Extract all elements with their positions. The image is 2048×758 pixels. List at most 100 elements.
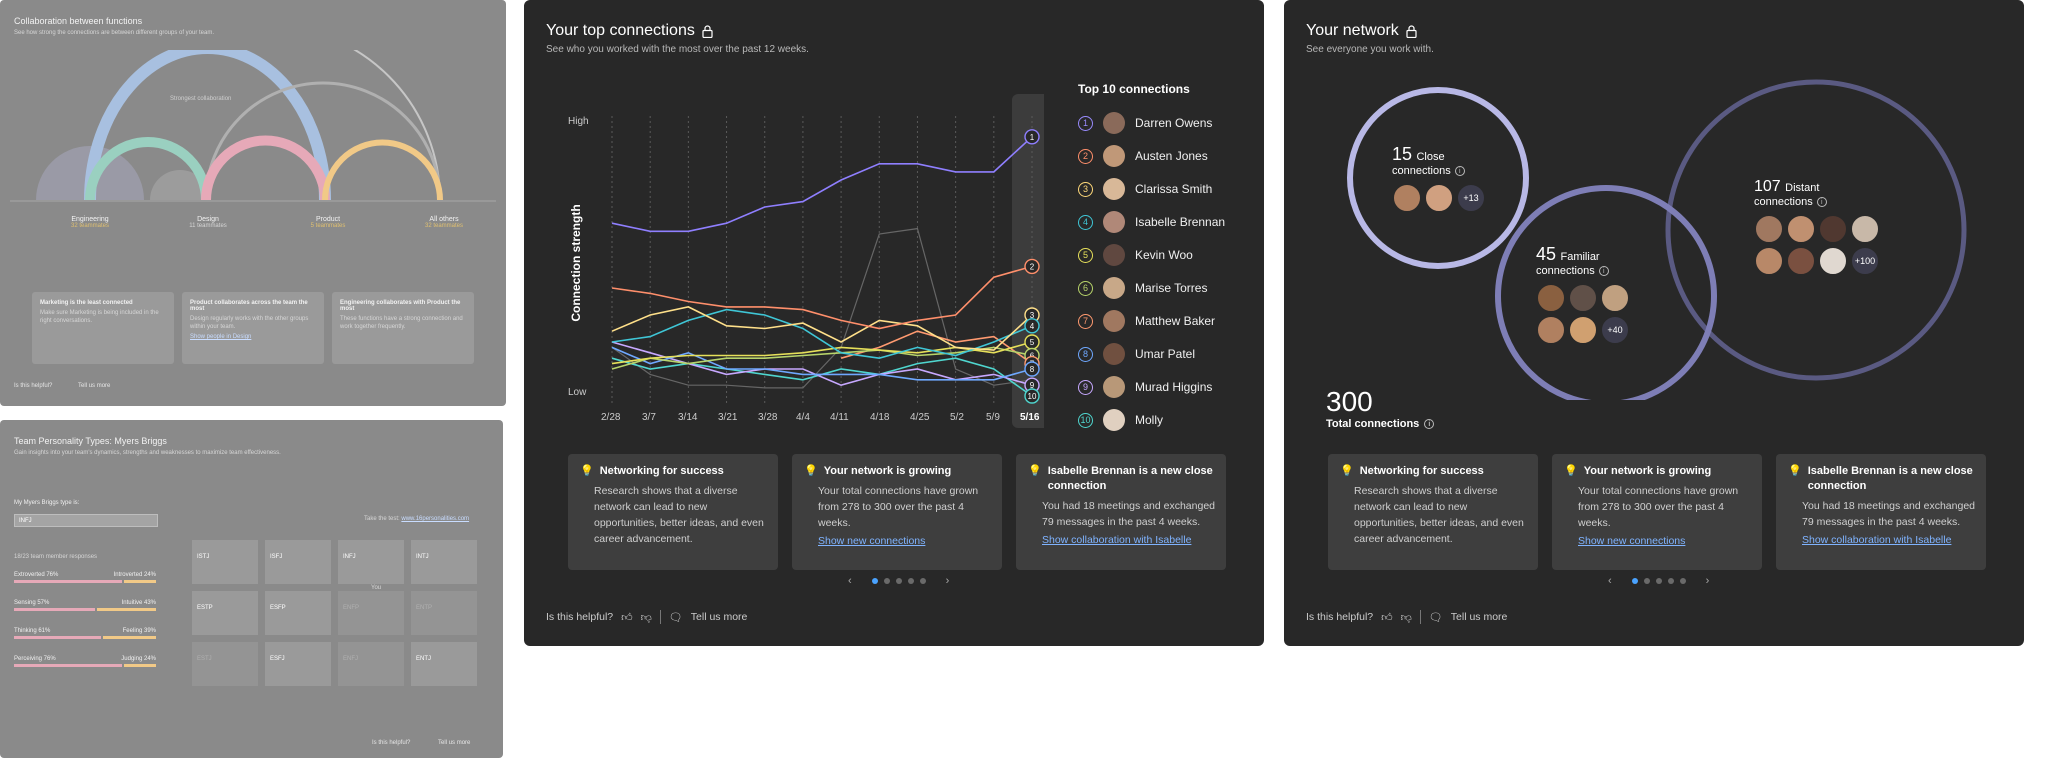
type-cell[interactable]: ENTP	[411, 591, 477, 635]
close-group[interactable]: 15 Close connections i +13	[1392, 144, 1486, 213]
connection-row[interactable]: 5 Kevin Woo	[1078, 244, 1193, 266]
info-icon[interactable]: i	[1454, 166, 1465, 176]
rank-marker: 5	[1024, 334, 1040, 350]
type-label: ENFP	[343, 605, 360, 611]
type-label: ENFJ	[343, 656, 358, 662]
connection-row[interactable]: 8 Umar Patel	[1078, 343, 1195, 365]
thumbs-up-icon[interactable]: 👍︎	[1381, 611, 1393, 624]
type-label: ISFJ	[270, 554, 283, 560]
rank-badge: 5	[1078, 247, 1093, 263]
pager-dot[interactable]	[871, 578, 878, 584]
lightbulb-icon: 💡	[804, 465, 818, 477]
tell-us-more-link[interactable]: Tell us more	[1450, 611, 1508, 623]
network-subtitle: See everyone you work with.	[1306, 44, 1434, 55]
show-new-connections-link[interactable]: Show new connections	[1578, 535, 1686, 547]
show-new-connections-link[interactable]: Show new connections	[818, 535, 926, 547]
rank-badge: 1	[1078, 115, 1093, 131]
test-link[interactable]: www.16personalities.com	[401, 516, 470, 522]
collab-subtitle: See how strong the connections are betwe…	[14, 30, 215, 36]
x-tick: 3/7	[642, 412, 656, 423]
thumbs-up-icon[interactable]: 👍︎	[621, 611, 633, 624]
info-icon[interactable]: i	[1816, 197, 1827, 207]
type-cell[interactable]: ESFJ	[265, 642, 331, 686]
network-title-row: Your network	[1306, 22, 1417, 40]
more-avatars-badge[interactable]: +100	[1850, 246, 1880, 276]
pager-dot[interactable]	[1631, 578, 1638, 584]
more-avatars-badge[interactable]: +13	[1456, 183, 1486, 213]
connection-row[interactable]: 7 Matthew Baker	[1078, 310, 1215, 332]
type-cell[interactable]: INTJ	[411, 540, 477, 584]
type-label: INTJ	[416, 554, 429, 560]
type-cell[interactable]: ENFP	[338, 591, 404, 635]
connection-row[interactable]: 3 Clarissa Smith	[1078, 178, 1212, 200]
thumbs-down-icon[interactable]: 👎︎	[1400, 611, 1412, 624]
my-type-input[interactable]: INFJ	[14, 514, 158, 527]
familiar-group[interactable]: 45 Familiar connections i +40	[1536, 244, 1630, 345]
avatar	[1536, 283, 1566, 313]
insight-card-3: 💡 Isabelle Brennan is a new close connect…	[1776, 454, 1986, 570]
insight-card-3: 💡 Isabelle Brennan is a new close connect…	[1016, 454, 1226, 570]
insight-card-2: 💡 Your network is growing Your total conn…	[792, 454, 1002, 570]
info-icon[interactable]: i	[1598, 266, 1609, 276]
rank-marker: 8	[1024, 361, 1040, 377]
distant-group[interactable]: 107 Distant connections i +100	[1754, 178, 1880, 276]
pager-dot[interactable]	[1655, 578, 1662, 584]
type-cell[interactable]: INFJ You	[338, 540, 404, 591]
show-collaboration-link[interactable]: Show collaboration with Isabelle	[1802, 534, 1952, 546]
type-cell[interactable]: ISFJ	[265, 540, 331, 584]
trait-bars: Extroverted 76% Introverted 24% Sensing 5…	[14, 572, 156, 684]
connection-row[interactable]: 2 Austen Jones	[1078, 145, 1208, 167]
connection-name: Clarissa Smith	[1135, 182, 1213, 196]
connection-row[interactable]: 9 Murad Higgins	[1078, 376, 1212, 398]
pager-next-button[interactable]: ›	[1705, 575, 1710, 587]
series-line-clarissa-smith	[611, 306, 1033, 351]
pager-dot[interactable]	[1643, 578, 1650, 584]
avatar	[1103, 277, 1125, 299]
show-collaboration-link[interactable]: Show collaboration with Isabelle	[1042, 534, 1192, 546]
tell-us-more-link[interactable]: Tell us more	[438, 740, 471, 746]
top-feedback-row: Is this helpful? 👍︎ 👎︎ 🗨︎ Tell us more	[546, 610, 747, 624]
connection-name: Umar Patel	[1135, 347, 1196, 361]
lock-icon	[1406, 24, 1417, 38]
pager-dot[interactable]	[883, 578, 890, 584]
pager-prev-button[interactable]: ‹	[1608, 575, 1612, 587]
connection-row[interactable]: 6 Marise Torres	[1078, 277, 1207, 299]
connection-row[interactable]: 4 Isabelle Brennan	[1078, 211, 1225, 233]
trait-left: Perceiving 76%	[14, 656, 56, 662]
type-cell[interactable]: ENFJ	[338, 642, 404, 686]
avatar	[1818, 246, 1848, 276]
more-avatars-badge[interactable]: +40	[1600, 315, 1630, 345]
pager-dot[interactable]	[895, 578, 902, 584]
pager-dot[interactable]	[1679, 578, 1686, 584]
insight-title: Networking for success	[1359, 465, 1484, 477]
type-cell[interactable]: ISTJ	[192, 540, 258, 584]
carousel-pager: ‹ ›	[1608, 575, 1709, 587]
pager-prev-button[interactable]: ‹	[848, 575, 852, 587]
trait-bar	[14, 608, 156, 611]
pager-dot[interactable]	[907, 578, 914, 584]
insight-link[interactable]: Show people in Design	[190, 334, 252, 340]
insight-title: Isabelle Brennan is a new close connecti…	[1807, 465, 1973, 492]
tell-us-more-link[interactable]: Tell us more	[690, 611, 748, 623]
tell-us-more-link[interactable]: Tell us more	[78, 383, 111, 389]
avatar	[1103, 310, 1125, 332]
pager-dot[interactable]	[919, 578, 926, 584]
collab-group-4: All others 32 teammates	[412, 216, 476, 229]
connection-row[interactable]: 1 Darren Owens	[1078, 112, 1212, 134]
arc-label: Strongest collaboration	[170, 96, 231, 102]
group-name: All others	[429, 216, 459, 223]
insight-card-2: 💡 Your network is growing Your total conn…	[1552, 454, 1762, 570]
avatar	[1786, 246, 1816, 276]
svg-text:9: 9	[1030, 381, 1035, 390]
pager-next-button[interactable]: ›	[945, 575, 950, 587]
pager-dot[interactable]	[1667, 578, 1674, 584]
type-cell[interactable]: ESTP	[192, 591, 258, 635]
type-cell[interactable]: ESFP	[265, 591, 331, 635]
type-label: ESFJ	[270, 656, 285, 662]
info-icon[interactable]: i	[1424, 419, 1435, 429]
group-count: 32 teammates	[424, 223, 464, 229]
thumbs-down-icon[interactable]: 👎︎	[640, 611, 652, 624]
type-cell[interactable]: ESTJ	[192, 642, 258, 686]
type-cell[interactable]: ENTJ	[411, 642, 477, 686]
connection-row[interactable]: 10 Molly	[1078, 409, 1163, 431]
